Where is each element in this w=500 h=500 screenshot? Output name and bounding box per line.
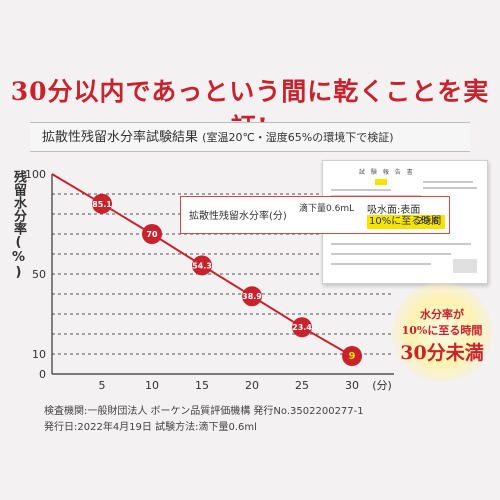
badge-line3: 30分未満 xyxy=(400,342,484,364)
document-stamp xyxy=(453,259,477,273)
x-tick-label: 20 xyxy=(245,379,259,392)
x-tick-label: 5 xyxy=(99,379,106,392)
data-point xyxy=(292,317,312,338)
callout-time-box: 10%に至る時間 29.6 xyxy=(367,215,445,229)
result-callout: 拡散性残留水分率(分) 滴下量0.6mL 吸水面:表面 10%に至る時間 29.… xyxy=(180,196,450,234)
footer-line2: 発行日:2022年4月19日 試験方法:滴下量0.6ml xyxy=(44,422,257,433)
subhead-note: (室温20℃・湿度65%の環境下で検証) xyxy=(202,131,394,144)
data-point xyxy=(342,346,362,366)
x-tick-label: 10 xyxy=(145,379,159,392)
document-line xyxy=(331,189,391,191)
callout-surface: 吸水面:表面 xyxy=(367,205,421,216)
data-point xyxy=(192,255,212,276)
x-tick-label: 15 xyxy=(195,379,209,392)
x-tick-label: 25 xyxy=(295,379,309,392)
data-label: 70 xyxy=(146,230,158,239)
data-label: 85.1 xyxy=(92,200,112,209)
data-label: 23.4 xyxy=(292,323,312,332)
document-line xyxy=(331,253,451,255)
subhead-main: 拡散性残留水分率試験結果 xyxy=(42,130,199,145)
data-point xyxy=(242,286,262,307)
document-title: 試 験 報 告 書 xyxy=(359,169,415,176)
data-point xyxy=(92,193,112,214)
badge-line2: 10%に至る時間 xyxy=(401,324,483,337)
badge-line1: 水分率が xyxy=(420,308,464,321)
y-tick-label: 50 xyxy=(32,268,46,281)
callout-time-label: 10%に至る時間 xyxy=(369,216,442,227)
y-tick-label: 10 xyxy=(32,348,46,361)
document-line xyxy=(423,187,477,189)
data-point xyxy=(142,224,162,244)
y-tick-label: 100 xyxy=(25,168,46,181)
document-highlight xyxy=(375,179,387,185)
callout-time-value: 29.6 xyxy=(416,216,439,227)
callout-drop: 滴下量0.6mL xyxy=(299,204,355,214)
x-tick-label: 30 xyxy=(345,379,359,392)
x-axis-label: (分) xyxy=(372,379,392,392)
callout-item: 拡散性残留水分率(分) xyxy=(189,211,287,222)
data-label: 54.3 xyxy=(192,261,212,270)
data-label: 38.9 xyxy=(242,292,262,301)
data-label: 9 xyxy=(349,351,356,362)
document-line xyxy=(423,181,473,183)
chart-subhead: 拡散性残留水分率試験結果 (室温20℃・湿度65%の環境下で検証) xyxy=(30,122,470,152)
footer-line1: 検査機関:一般財団法人 ボーケン品質評価機構 発行No.3502200277-1 xyxy=(44,406,364,417)
result-badge: 水分率が 10%に至る時間 30分未満 xyxy=(392,282,492,382)
test-info-footer: 検査機関:一般財団法人 ボーケン品質評価機構 発行No.3502200277-1… xyxy=(44,404,364,436)
document-line xyxy=(331,263,431,265)
y-axis-label: 残留水分率(%) xyxy=(11,170,26,280)
y-tick-label: 0 xyxy=(39,368,46,381)
document-line xyxy=(331,243,471,245)
